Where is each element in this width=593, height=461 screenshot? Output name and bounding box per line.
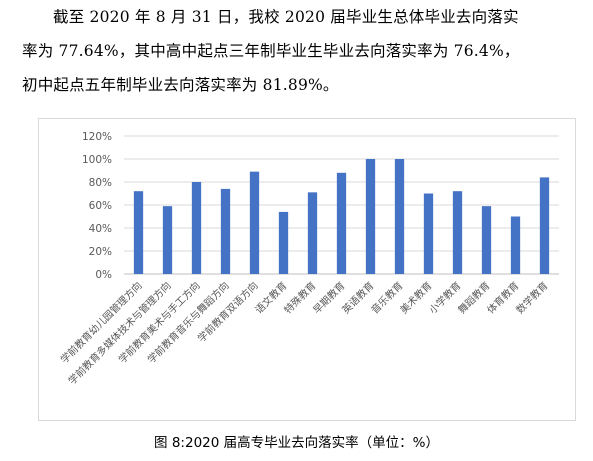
bar <box>307 192 318 274</box>
bar <box>278 211 289 274</box>
bar <box>510 216 521 274</box>
summary-line-3: 初中起点五年制毕业去向落实率为 81.89%。 <box>22 76 339 94</box>
bar <box>539 177 550 274</box>
bar <box>394 159 405 274</box>
y-tick-label: 60% <box>89 200 112 212</box>
bar-chart: 0%20%40%60%80%100%120%学前教育幼儿园管理方向学前教育多媒体… <box>58 131 559 387</box>
y-tick-label: 0% <box>95 269 112 281</box>
y-tick-label: 120% <box>82 131 112 143</box>
bar <box>336 172 347 274</box>
summary-line-2: 率为 77.64%，其中高中起点三年制毕业生毕业去向落实率为 76.4%， <box>22 42 520 60</box>
figure-caption: 图 8:2020 届高专毕业去向落实率（单位：%） <box>154 435 439 451</box>
y-tick-label: 100% <box>82 154 112 166</box>
chart-frame: 0% 20% 40% 60% 80% 100% 120% 学前教育幼儿园管理方向 学前教育多媒体… <box>38 118 576 421</box>
bar <box>220 188 231 274</box>
bar <box>481 206 492 274</box>
bar <box>452 191 463 274</box>
bar <box>162 206 173 274</box>
bar <box>133 191 144 274</box>
bar <box>423 193 434 274</box>
bar <box>365 159 376 274</box>
y-tick-label: 20% <box>89 246 112 258</box>
bar <box>249 171 260 274</box>
summary-line-1: 截至 2020 年 8 月 31 日，我校 2020 届毕业生总体毕业去向落实 <box>53 8 519 26</box>
y-tick-label: 80% <box>89 177 112 189</box>
x-tick-label: 数学教育 <box>513 279 550 316</box>
y-tick-label: 40% <box>89 223 112 235</box>
bar <box>191 182 202 274</box>
